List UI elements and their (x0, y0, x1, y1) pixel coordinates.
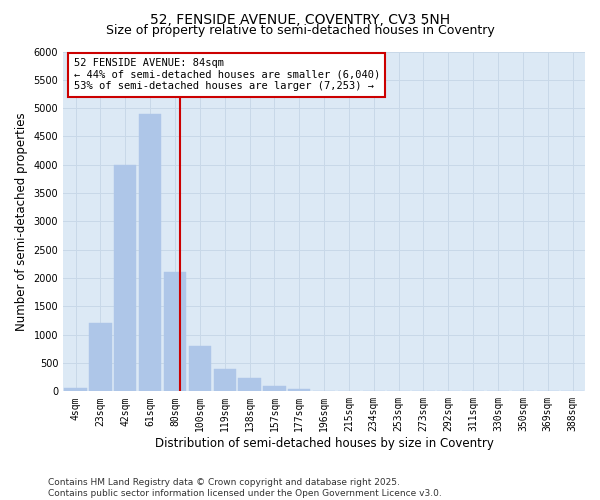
Text: Size of property relative to semi-detached houses in Coventry: Size of property relative to semi-detach… (106, 24, 494, 37)
Bar (214, 368, 236, 392)
Bar (313, 391, 335, 392)
Bar (164, 272, 186, 392)
Text: Contains HM Land Registry data © Crown copyright and database right 2025.
Contai: Contains HM Land Registry data © Crown c… (48, 478, 442, 498)
Text: 52, FENSIDE AVENUE, COVENTRY, CV3 5NH: 52, FENSIDE AVENUE, COVENTRY, CV3 5NH (150, 12, 450, 26)
Bar (238, 378, 261, 392)
Bar (288, 389, 310, 392)
Bar (89, 324, 112, 392)
Bar (263, 386, 286, 392)
Bar (139, 114, 161, 392)
Text: 52 FENSIDE AVENUE: 84sqm
← 44% of semi-detached houses are smaller (6,040)
53% o: 52 FENSIDE AVENUE: 84sqm ← 44% of semi-d… (74, 58, 380, 92)
Bar (188, 346, 211, 392)
Bar (114, 165, 136, 392)
X-axis label: Distribution of semi-detached houses by size in Coventry: Distribution of semi-detached houses by … (155, 437, 494, 450)
Y-axis label: Number of semi-detached properties: Number of semi-detached properties (15, 112, 28, 330)
Bar (64, 388, 87, 392)
